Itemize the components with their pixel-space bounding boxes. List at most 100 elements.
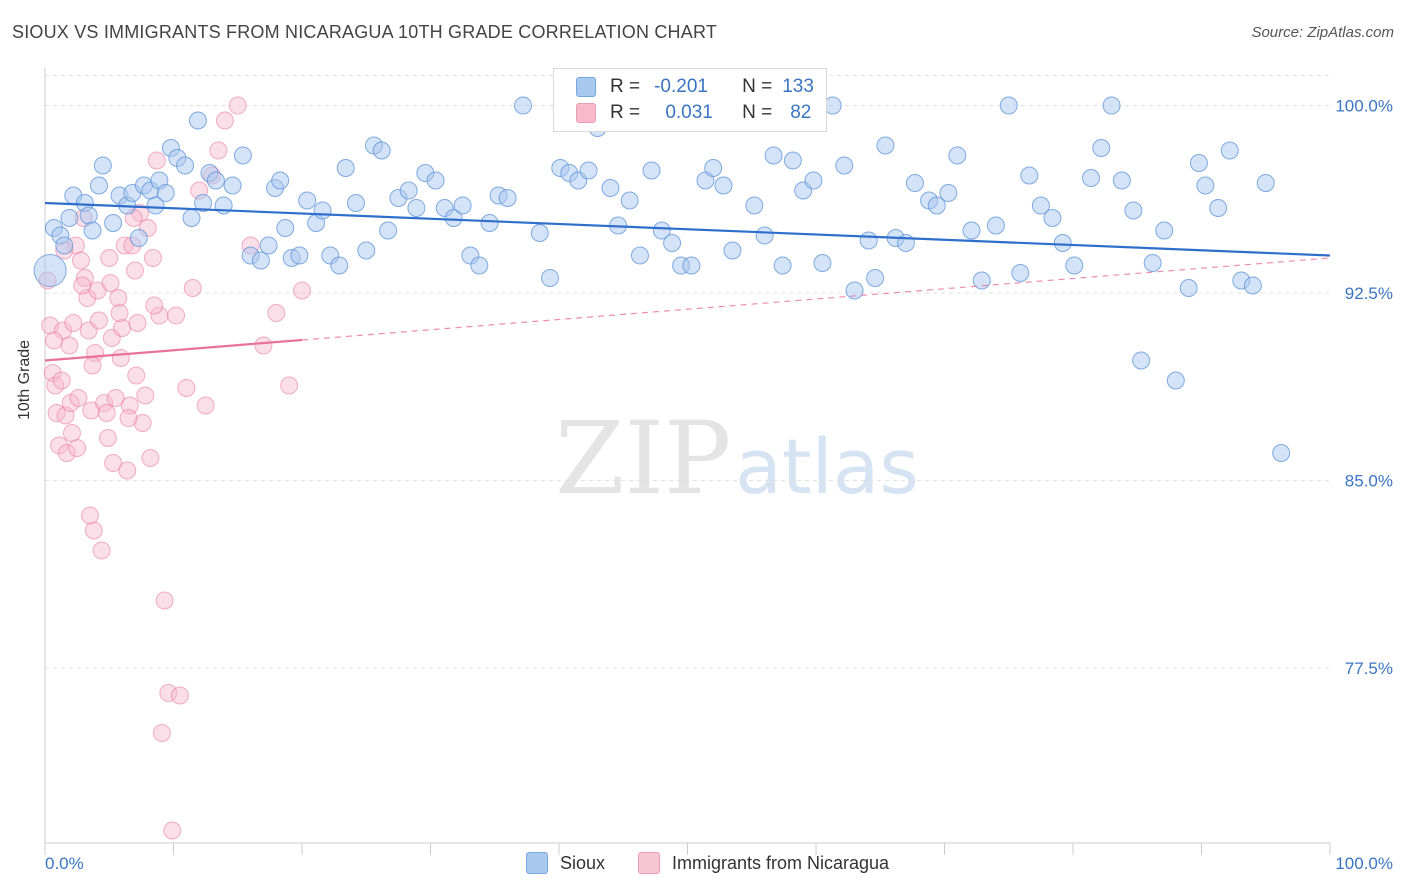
sioux-point (379, 221, 398, 240)
sioux-point (804, 171, 823, 190)
sioux-point (723, 241, 742, 260)
sioux-point (372, 141, 391, 160)
nicaragua-point (100, 249, 119, 267)
x-tick-label: 0.0% (45, 854, 84, 873)
nicaragua-point (159, 684, 178, 702)
sioux-point (223, 176, 242, 195)
sioux-point (498, 189, 517, 207)
sioux-point (426, 171, 445, 190)
nicaragua-point (101, 274, 120, 292)
sioux-point (866, 269, 885, 287)
sioux-swatch (526, 852, 548, 874)
nicaragua-point (57, 444, 76, 462)
legend-row-sioux: R = -0.201 N = 133 (576, 75, 814, 99)
sioux-point (176, 156, 195, 175)
source-label: Source: ZipAtlas.com (1251, 24, 1394, 41)
nicaragua-point (53, 321, 72, 340)
nicaragua-point (147, 151, 166, 170)
nicaragua-point (167, 306, 186, 325)
sioux-point (194, 194, 213, 212)
nicaragua-point (60, 336, 79, 355)
nicaragua-point (64, 314, 83, 332)
nicaragua-point (183, 279, 202, 297)
nicaragua-point (68, 439, 87, 457)
r-value: -0.201 (654, 76, 708, 97)
nicaragua-point (92, 541, 111, 560)
nicaragua-point (119, 409, 138, 427)
nicaragua-point (89, 311, 108, 330)
sioux-point (1031, 196, 1050, 215)
sioux-point (845, 281, 864, 300)
nicaragua-point (80, 506, 99, 525)
nicaragua-point (293, 281, 311, 300)
sioux-point (962, 221, 981, 240)
y-tick-label: 92.5% (1345, 284, 1393, 303)
sioux-point (470, 256, 489, 275)
nicaragua-point (155, 591, 174, 610)
nicaragua-point (97, 404, 116, 422)
sioux-point (104, 214, 123, 232)
nicaragua-point (267, 304, 286, 322)
sioux-point (1220, 141, 1239, 160)
correlation-legend: R = -0.201 N = 133 R = 0.031 N = 82 (553, 68, 827, 132)
sioux-point (259, 236, 278, 255)
y-tick-label: 77.5% (1345, 659, 1393, 678)
sioux-point (986, 216, 1005, 235)
nicaragua-point (50, 436, 69, 455)
sioux-point (1132, 351, 1151, 370)
sioux-point (93, 156, 112, 175)
watermark-zip: ZIP (555, 400, 732, 517)
sioux-point (453, 196, 472, 215)
sioux-point (206, 171, 225, 190)
nicaragua-point (111, 349, 130, 367)
sioux-point (642, 161, 661, 180)
nicaragua-point (83, 356, 102, 375)
sioux-point (630, 246, 649, 265)
sioux-trend-line (44, 201, 1331, 257)
sioux-point (233, 146, 252, 165)
sioux-point (1053, 234, 1072, 252)
nicaragua-point (209, 141, 228, 160)
watermark-atlas: atlas (735, 422, 919, 511)
sioux-point (156, 184, 175, 202)
trend-lines (44, 201, 1331, 362)
sioux-point (346, 194, 365, 212)
nicaragua-point (228, 96, 247, 115)
sioux-point (652, 221, 671, 240)
sioux-point (129, 229, 148, 247)
nicaragua-point (52, 371, 71, 390)
nicaragua-point (280, 376, 299, 395)
x-tick-label: 100.0% (1335, 854, 1393, 873)
legend-row-nicaragua: R = 0.031 N = 82 (576, 101, 811, 125)
nicaragua-point (106, 389, 125, 407)
sioux-point (530, 224, 549, 242)
nicaragua-point (170, 686, 189, 705)
sioux-point (663, 234, 682, 252)
sioux-point (1092, 139, 1111, 157)
sioux-point (1272, 444, 1291, 462)
sioux-point (313, 201, 332, 220)
sioux-point (1155, 221, 1174, 240)
legend-label-nicaragua: Immigrants from Nicaragua (672, 852, 890, 873)
sioux-point (271, 171, 290, 190)
nicaragua-swatch (576, 103, 596, 123)
sioux-point (755, 226, 774, 245)
nicaragua-point (163, 821, 182, 840)
sioux-point (905, 174, 924, 192)
nicaragua-point (75, 269, 94, 287)
sioux-point (620, 191, 639, 210)
legend-item-nicaragua[interactable]: Immigrants from Nicaragua (638, 852, 889, 874)
legend-item-sioux[interactable]: Sioux (526, 852, 605, 874)
sioux-point (188, 111, 207, 130)
sioux-point (579, 161, 598, 180)
sioux-point (1124, 201, 1143, 220)
r-label: R = (610, 76, 641, 97)
sioux-point (146, 196, 165, 215)
sioux-point (290, 246, 309, 265)
sioux-point (1081, 169, 1100, 187)
sioux-point (1020, 166, 1039, 185)
nicaragua-point (115, 236, 134, 255)
sioux-point (407, 199, 426, 217)
sioux-point (298, 191, 317, 210)
sioux-point (813, 254, 832, 272)
